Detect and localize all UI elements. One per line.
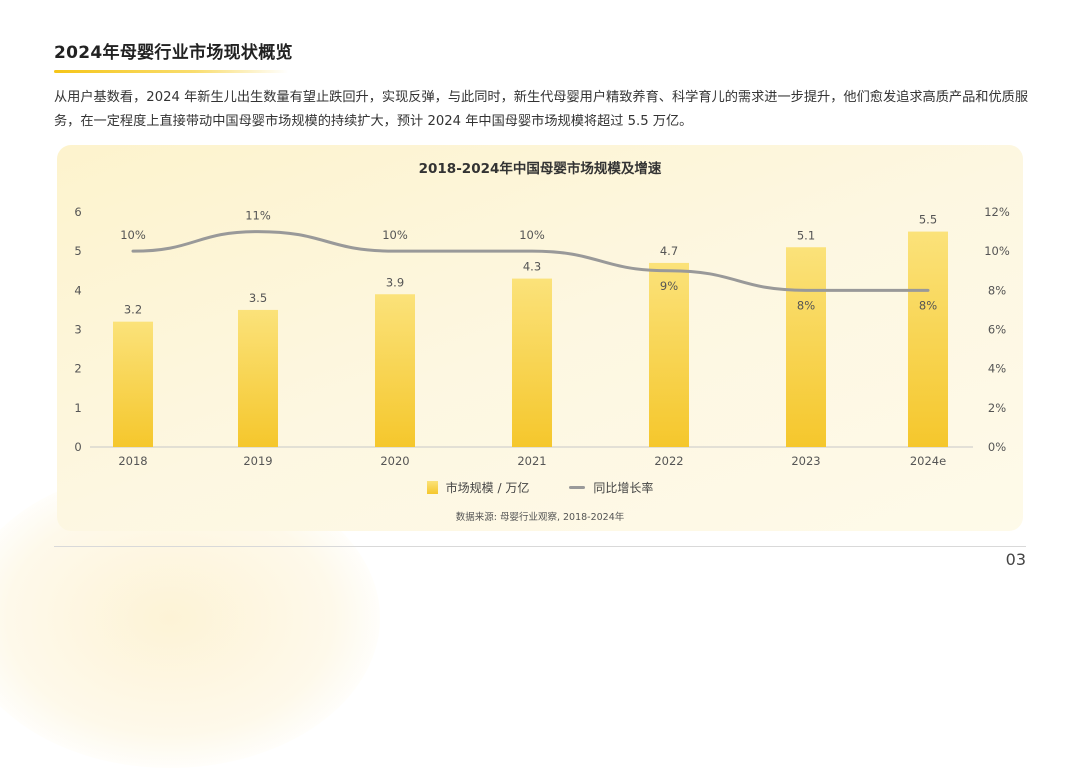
market-size-chart: 0 1 2 3 4 5 6 0% 2% 4% 6% 8% 10% 12% 2018 2019 2020 2021 2…	[74, 205, 1010, 468]
y-left-tick-label: 6	[74, 205, 81, 219]
growth-rate-line	[131, 230, 930, 292]
growth-rate-label: 11%	[245, 209, 271, 223]
market-size-bar	[238, 309, 278, 447]
x-tick-label: 2022	[654, 454, 683, 468]
legend-item-growth-rate: 同比增长率	[569, 479, 653, 496]
bar-value-label: 3.9	[386, 275, 404, 289]
x-tick-label: 2019	[243, 454, 272, 468]
legend-item-market-size: 市场规模 / 万亿	[426, 479, 530, 496]
chart-card: 2018-2024年中国母婴市场规模及增速 0 1 2 3 4 5 6 0% 2% 4% 6% 8% 1…	[57, 145, 1023, 531]
y-left-tick-label: 2	[74, 362, 81, 376]
x-tick-label: 2020	[380, 454, 409, 468]
chart-legend: 市场规模 / 万亿 同比增长率	[57, 479, 1023, 496]
bar-value-label: 3.5	[249, 291, 267, 305]
growth-rate-label: 10%	[519, 228, 545, 242]
x-tick-label: 2023	[791, 454, 820, 468]
market-size-bar	[786, 247, 826, 447]
growth-rate-label: 8%	[919, 298, 937, 312]
y-right-tick-label: 2%	[988, 401, 1006, 415]
y-left-tick-label: 1	[74, 401, 81, 415]
market-size-bar	[113, 321, 153, 447]
chart-title: 2018-2024年中国母婴市场规模及增速	[418, 161, 662, 177]
market-size-bar	[512, 278, 552, 447]
y-left-tick-label: 4	[74, 283, 81, 297]
page-number: 03	[1005, 550, 1026, 569]
growth-rate-label: 9%	[660, 279, 678, 293]
y-left-tick-label: 5	[74, 244, 81, 258]
legend-label-market-size: 市场规模 / 万亿	[445, 481, 530, 495]
bar-value-label: 3.2	[124, 303, 142, 317]
market-size-bar	[649, 262, 689, 447]
intro-paragraph: 从用户基数看，2024 年新生儿出生数量有望止跌回升，实现反弹，与此同时，新生代…	[54, 90, 1029, 129]
title-underline	[54, 70, 288, 73]
legend-label-growth-rate: 同比增长率	[593, 481, 654, 495]
y-right-tick-label: 0%	[988, 440, 1006, 454]
x-tick-label: 2021	[517, 454, 546, 468]
y-left-tick-label: 3	[74, 323, 81, 337]
bar-value-label: 4.7	[660, 244, 678, 258]
market-size-bar	[375, 294, 415, 447]
y-left-tick-label: 0	[74, 440, 81, 454]
bar-value-label: 5.1	[797, 228, 815, 242]
y-right-tick-label: 12%	[984, 205, 1010, 219]
y-right-tick-label: 8%	[988, 283, 1006, 297]
legend-bar-swatch	[426, 481, 438, 494]
page-title: 2024年母婴行业市场现状概览	[54, 43, 293, 63]
footer-divider	[54, 546, 1026, 547]
y-right-tick-label: 6%	[988, 323, 1006, 337]
bar-value-label: 5.5	[919, 213, 937, 227]
y-right-tick-label: 4%	[988, 362, 1006, 376]
growth-rate-label: 10%	[382, 228, 408, 242]
x-tick-label: 2024e	[910, 454, 946, 468]
x-tick-label: 2018	[118, 454, 147, 468]
growth-rate-label: 10%	[120, 228, 146, 242]
market-size-bar	[908, 231, 948, 447]
y-right-tick-label: 10%	[984, 244, 1010, 258]
chart-source: 数据来源: 母婴行业观察, 2018-2024年	[455, 512, 625, 523]
legend-line-swatch	[569, 486, 586, 489]
growth-rate-label: 8%	[797, 298, 815, 312]
bar-value-label: 4.3	[523, 260, 541, 274]
